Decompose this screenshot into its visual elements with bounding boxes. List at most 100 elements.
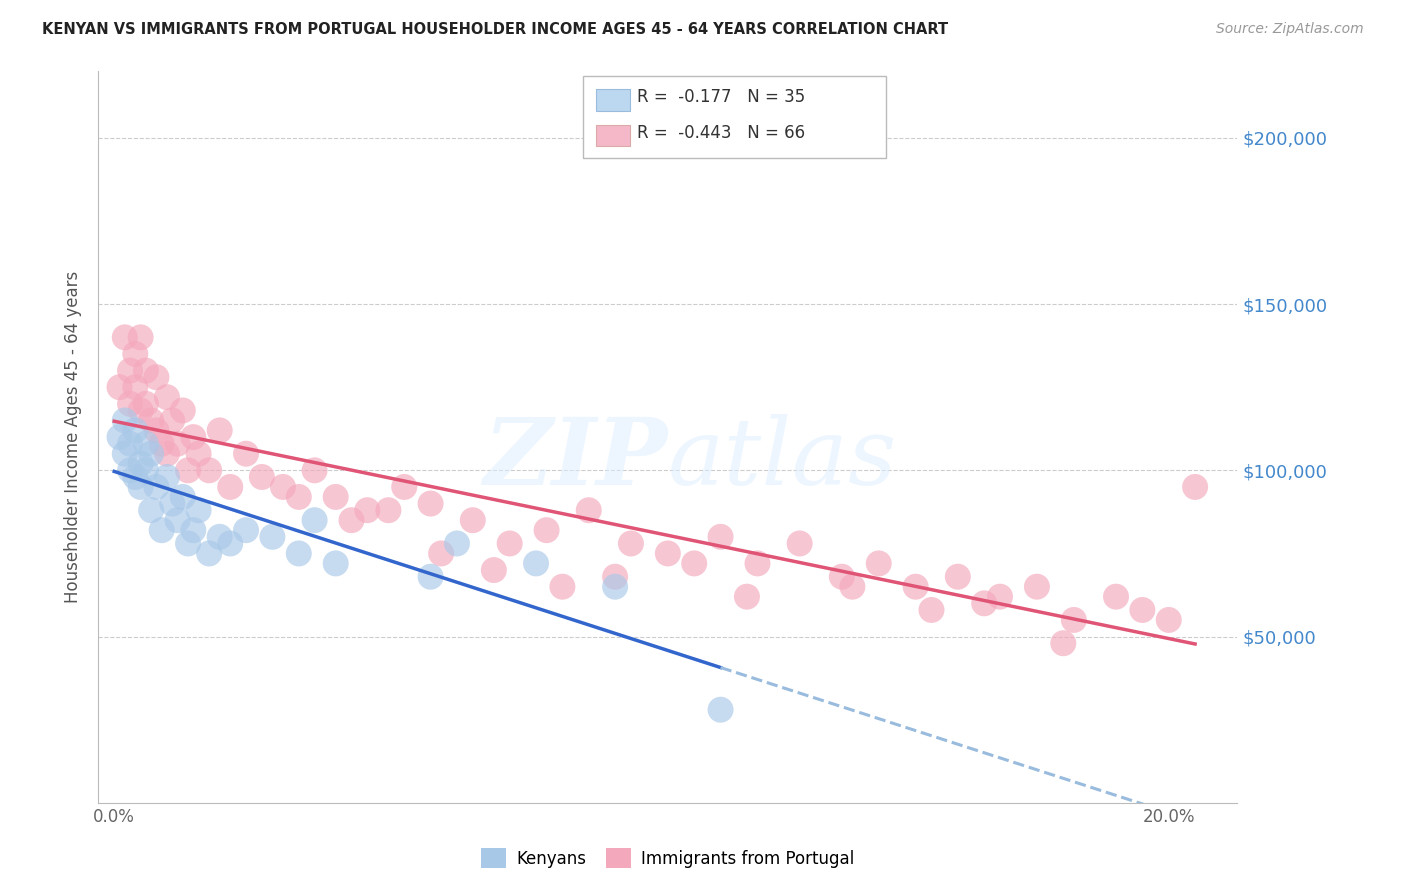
Point <box>124 347 146 361</box>
Point <box>340 513 363 527</box>
Point <box>499 536 522 550</box>
Point <box>166 436 188 450</box>
Point <box>524 557 547 571</box>
Point <box>166 513 188 527</box>
Point <box>419 570 441 584</box>
Point <box>187 447 209 461</box>
Point <box>124 470 146 484</box>
Point <box>536 523 558 537</box>
Point <box>605 580 627 594</box>
Point <box>183 523 205 537</box>
Point <box>1063 613 1085 627</box>
Point <box>120 363 141 377</box>
Point <box>198 463 221 477</box>
Point <box>262 530 284 544</box>
Point <box>120 463 141 477</box>
Point <box>156 447 179 461</box>
Point <box>135 463 157 477</box>
Point <box>172 403 194 417</box>
Point <box>114 447 136 461</box>
Point <box>156 390 179 404</box>
Y-axis label: Householder Income Ages 45 - 64 years: Householder Income Ages 45 - 64 years <box>65 271 83 603</box>
Point <box>156 470 179 484</box>
Point <box>419 497 441 511</box>
Point <box>325 490 347 504</box>
Point <box>219 536 242 550</box>
Point <box>120 397 141 411</box>
Point <box>208 530 231 544</box>
Point <box>162 413 183 427</box>
Point <box>145 370 167 384</box>
Point <box>868 557 890 571</box>
Point <box>921 603 943 617</box>
Point <box>172 490 194 504</box>
Point <box>235 447 257 461</box>
Text: R =  -0.177   N = 35: R = -0.177 N = 35 <box>637 88 806 106</box>
Text: Source: ZipAtlas.com: Source: ZipAtlas.com <box>1216 22 1364 37</box>
Point <box>183 430 205 444</box>
Point <box>114 413 136 427</box>
Point <box>145 480 167 494</box>
Point <box>150 436 173 450</box>
Point <box>208 424 231 438</box>
Point <box>135 397 157 411</box>
Point <box>747 557 769 571</box>
Point <box>578 503 600 517</box>
Point <box>946 570 969 584</box>
Text: atlas: atlas <box>668 414 897 504</box>
Point <box>657 546 679 560</box>
Point <box>325 557 347 571</box>
Point <box>683 557 706 571</box>
Point <box>129 403 152 417</box>
Point <box>288 546 311 560</box>
Point <box>141 413 163 427</box>
Point <box>482 563 505 577</box>
Point <box>394 480 416 494</box>
Point <box>831 570 853 584</box>
Point <box>377 503 399 517</box>
Point <box>551 580 574 594</box>
Point <box>288 490 311 504</box>
Point <box>446 536 468 550</box>
Text: ZIP: ZIP <box>484 414 668 504</box>
Point <box>904 580 927 594</box>
Point <box>177 463 200 477</box>
Point <box>430 546 453 560</box>
Point <box>141 503 163 517</box>
Point <box>973 596 995 610</box>
Point <box>135 436 157 450</box>
Point <box>988 590 1011 604</box>
Point <box>304 463 326 477</box>
Point <box>135 363 157 377</box>
Point <box>605 570 627 584</box>
Point <box>304 513 326 527</box>
Point <box>235 523 257 537</box>
Point <box>710 703 733 717</box>
Point <box>177 536 200 550</box>
Point <box>145 424 167 438</box>
Point <box>129 457 152 471</box>
Point <box>198 546 221 560</box>
Point <box>735 590 758 604</box>
Point <box>1105 590 1128 604</box>
Point <box>271 480 294 494</box>
Point <box>1184 480 1206 494</box>
Point <box>108 380 131 394</box>
Point <box>114 330 136 344</box>
Point <box>129 330 152 344</box>
Point <box>124 380 146 394</box>
Point <box>710 530 733 544</box>
Point <box>150 523 173 537</box>
Point <box>120 436 141 450</box>
Text: KENYAN VS IMMIGRANTS FROM PORTUGAL HOUSEHOLDER INCOME AGES 45 - 64 YEARS CORRELA: KENYAN VS IMMIGRANTS FROM PORTUGAL HOUSE… <box>42 22 948 37</box>
Text: R =  -0.443   N = 66: R = -0.443 N = 66 <box>637 124 806 142</box>
Point <box>1026 580 1049 594</box>
Point <box>124 424 146 438</box>
Point <box>219 480 242 494</box>
Point <box>841 580 863 594</box>
Point <box>1052 636 1074 650</box>
Point <box>141 447 163 461</box>
Point <box>1132 603 1154 617</box>
Point <box>620 536 643 550</box>
Point <box>250 470 273 484</box>
